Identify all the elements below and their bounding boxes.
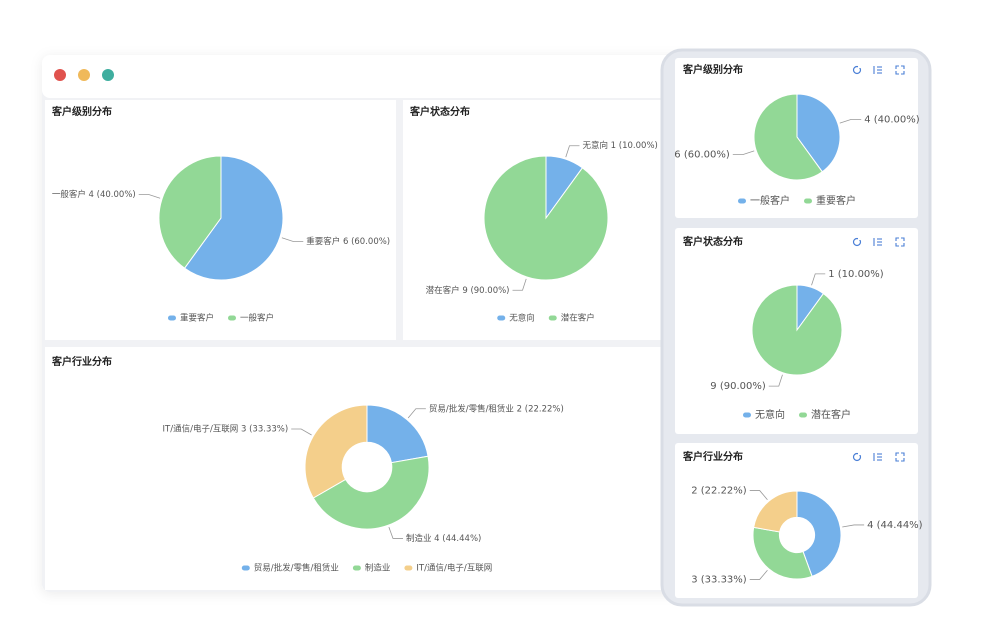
pie-slice	[752, 526, 813, 580]
panel	[45, 347, 673, 590]
label-line	[811, 273, 826, 286]
legend: 无意向 潜在客户	[743, 408, 851, 421]
minimize-button[interactable]	[78, 69, 90, 81]
legend: 贸易/批发/零售/租赁业 制造业 IT/通信/电子/互联网	[241, 563, 492, 574]
legend-label: 潜在客户	[561, 313, 595, 324]
pie-slice	[304, 404, 368, 499]
data-label: 9 (90.00%)	[710, 381, 766, 392]
close-button[interactable]	[54, 69, 66, 81]
legend: 重要客户 一般客户	[167, 313, 274, 324]
maximize-button[interactable]	[102, 69, 114, 81]
card-title: 客户状态分布	[682, 235, 743, 248]
label-line	[842, 524, 865, 528]
label-line	[565, 145, 580, 158]
card-title: 客户行业分布	[682, 450, 743, 463]
legend-swatch	[241, 565, 250, 571]
label-line	[281, 237, 304, 242]
data-label: 4 (44.44%)	[867, 520, 923, 531]
panel-title: 客户级别分布	[51, 105, 112, 118]
data-label: 贸易/批发/零售/租赁业 2 (22.22%)	[429, 403, 564, 414]
pie-slice	[183, 155, 284, 281]
legend-label: 一般客户	[240, 313, 274, 324]
label-line	[732, 150, 755, 156]
panel-title: 客户状态分布	[409, 105, 470, 118]
window-titlebar	[42, 55, 702, 98]
label-line	[839, 118, 862, 124]
label-line	[407, 408, 426, 419]
data-label: 1 (10.00%)	[828, 269, 884, 280]
data-label: 4 (40.00%)	[864, 114, 920, 125]
legend: 无意向 潜在客户	[497, 313, 595, 324]
card	[675, 443, 918, 598]
legend-swatch	[404, 565, 413, 571]
label-line	[768, 374, 783, 387]
pie-slice	[751, 284, 843, 376]
legend-swatch	[743, 412, 751, 418]
legend-label: 潜在客户	[811, 408, 851, 421]
legend-swatch	[352, 565, 361, 571]
data-label: 无意向 1 (10.00%)	[582, 140, 657, 151]
legend-label: 贸易/批发/零售/租赁业	[254, 563, 339, 574]
data-label: 6 (60.00%)	[674, 150, 730, 161]
pie-slice	[753, 490, 798, 533]
card-title: 客户级别分布	[682, 63, 743, 76]
legend-label: 重要客户	[180, 313, 214, 324]
legend-label: 制造业	[365, 563, 391, 574]
legend-swatch	[228, 315, 236, 321]
legend-swatch	[799, 412, 807, 418]
legend-swatch	[738, 198, 746, 204]
label-line	[512, 278, 527, 291]
legend-label: 无意向	[509, 313, 535, 324]
label-line	[749, 490, 768, 501]
legend-swatch	[167, 315, 176, 321]
legend-swatch	[548, 315, 557, 321]
label-line	[749, 569, 768, 580]
pie-slice	[796, 490, 842, 577]
legend-label: 重要客户	[816, 194, 856, 207]
pie-slice	[366, 404, 429, 464]
data-label: 一般客户 4 (40.00%)	[52, 189, 136, 200]
data-label: 制造业 4 (44.44%)	[406, 533, 481, 544]
label-line	[388, 527, 403, 539]
pie-slice	[483, 155, 609, 281]
data-label: 2 (22.22%)	[691, 486, 747, 497]
legend-swatch	[804, 198, 812, 204]
panel-title: 客户行业分布	[51, 355, 112, 368]
pie-slice	[158, 155, 222, 269]
legend-label: 一般客户	[750, 194, 790, 207]
label-line	[291, 428, 312, 436]
pie-slice	[753, 93, 823, 181]
data-label: 重要客户 6 (60.00%)	[306, 236, 390, 247]
pie-slice	[312, 455, 430, 530]
legend-label: IT/通信/电子/互联网	[416, 563, 492, 574]
legend: 一般客户 重要客户	[738, 194, 856, 207]
label-line	[138, 194, 161, 199]
legend-swatch	[497, 315, 506, 321]
data-label: IT/通信/电子/互联网 3 (33.33%)	[163, 424, 289, 435]
data-label: 潜在客户 9 (90.00%)	[426, 285, 510, 296]
pie-slice	[796, 93, 841, 173]
data-label: 3 (33.33%)	[691, 574, 747, 585]
legend-label: 无意向	[755, 408, 785, 421]
